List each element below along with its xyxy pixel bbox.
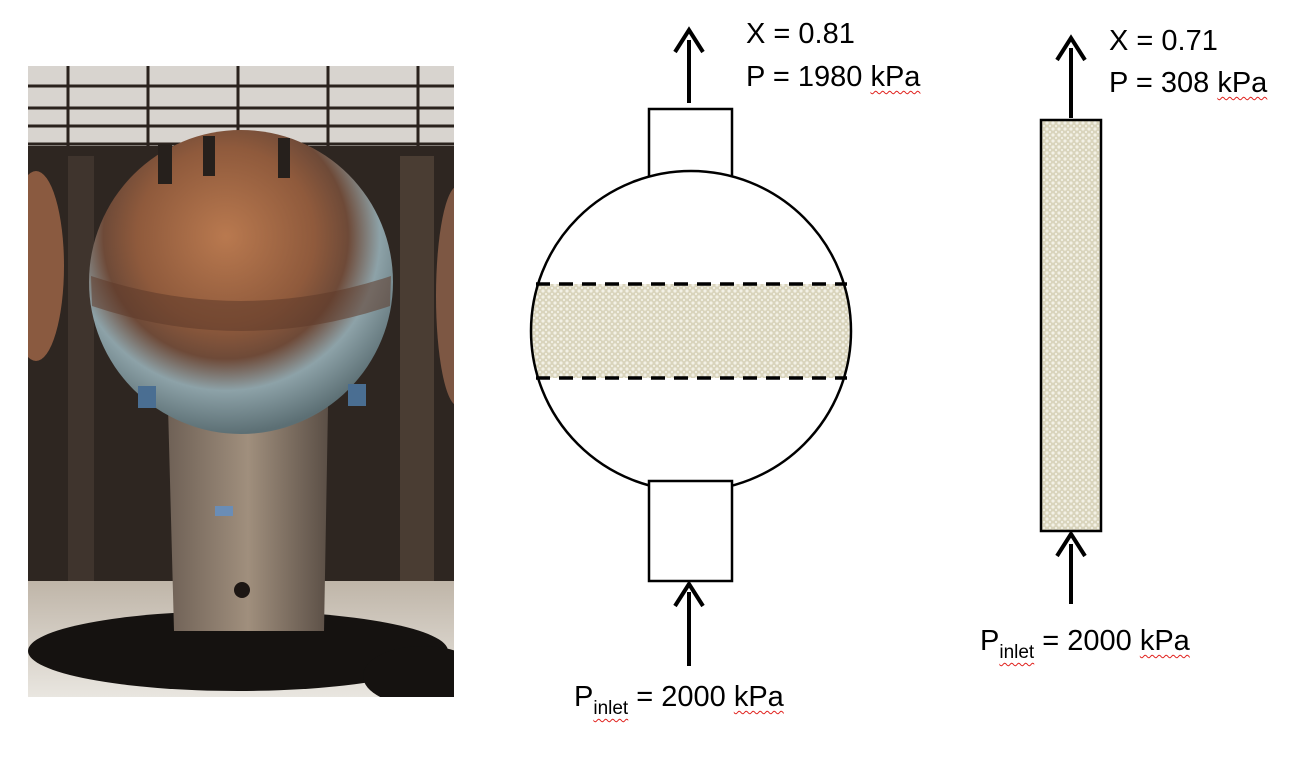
tube-inlet-pressure: Pinlet = 2000 kPa xyxy=(980,624,1190,670)
skirt-plate xyxy=(215,506,233,516)
right-column xyxy=(400,156,434,616)
sphere-outlet-conversion: X = 0.81 xyxy=(746,18,855,50)
sphere-outlet-pressure-unit: kPa xyxy=(870,61,921,93)
left-column xyxy=(68,156,94,616)
sphere-inlet-arrow xyxy=(673,580,705,666)
sphere-outlet-pressure-value: P = 1980 xyxy=(746,61,871,93)
sphere-inlet-pressure: Pinlet = 2000 kPa xyxy=(574,680,784,726)
sphere-outlet-pressure: P = 1980 kPa xyxy=(746,60,920,94)
sphere-nozzles xyxy=(138,136,366,408)
ground-shadow-right xyxy=(363,646,454,697)
tube-inlet-p-value: = 2000 xyxy=(1034,625,1140,657)
sphere-vessel xyxy=(89,130,393,434)
sphere-bottom-nozzle xyxy=(647,479,734,583)
ground-shadow xyxy=(28,611,448,691)
tube-outlet-pressure: P = 308 kPa xyxy=(1109,66,1267,100)
tube-outlet-conversion: X = 0.71 xyxy=(1109,25,1218,57)
tube-outlet-pressure-value: P = 308 xyxy=(1109,67,1218,99)
skirt-support xyxy=(168,406,328,631)
tubular-reactor-bed xyxy=(1039,118,1103,533)
sphere-inlet-p-letter: P xyxy=(574,681,594,713)
sphere-inlet-p-subscript: inlet xyxy=(593,698,629,719)
pipe-rack xyxy=(28,66,454,156)
side-vessel-left xyxy=(28,171,64,361)
sphere-inlet-p-value: = 2000 xyxy=(628,681,734,713)
side-vessel-right xyxy=(436,187,454,405)
sphere-outlet-arrow xyxy=(673,26,705,103)
tube-inlet-p-letter: P xyxy=(980,625,1000,657)
sphere-rust-band xyxy=(91,276,391,331)
sphere-catalyst-bed xyxy=(531,284,851,378)
tube-inlet-arrow xyxy=(1055,530,1087,604)
tube-outlet-arrow xyxy=(1055,34,1087,118)
tube-inlet-p-unit: kPa xyxy=(1139,625,1190,657)
tube-outlet-pressure-unit: kPa xyxy=(1217,67,1268,99)
skirt-port xyxy=(234,582,250,598)
sphere-inlet-p-unit: kPa xyxy=(733,681,784,713)
tube-inlet-p-subscript: inlet xyxy=(999,642,1035,663)
reactor-photo xyxy=(28,66,454,697)
